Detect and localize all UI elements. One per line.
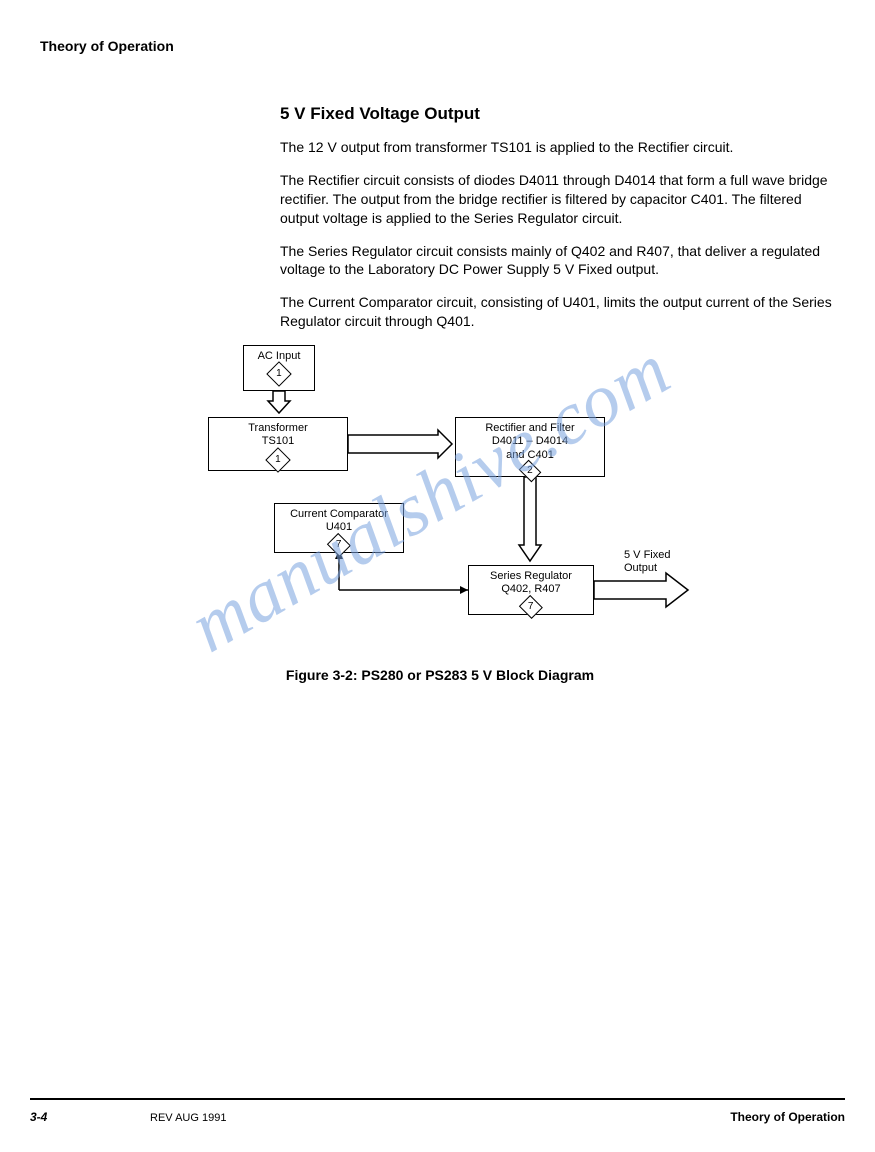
page-number: 3-4: [30, 1110, 110, 1124]
paragraph-2: The Rectifier circuit consists of diodes…: [280, 171, 840, 228]
block-ac: AC Input1: [243, 345, 315, 391]
sub-heading: 5 V Fixed Voltage Output: [280, 104, 840, 124]
output-label: 5 V FixedOutput: [624, 549, 670, 575]
diamond-icon: 7: [327, 532, 351, 556]
block-diagram: AC Input1 TransformerTS1011 Rectifier and …: [190, 345, 830, 645]
diamond-icon: 1: [265, 447, 290, 472]
section-header: Theory of Operation: [40, 38, 835, 54]
figure-caption: Figure 3-2: PS280 or PS283 5 V Block Dia…: [190, 667, 690, 683]
block-sreg: Series RegulatorQ402, R4077: [468, 565, 594, 615]
page-footer: 3-4 REV AUG 1991 Theory of Operation: [30, 1110, 845, 1124]
diamond-icon: 1: [266, 362, 291, 387]
footer-rule: [30, 1098, 845, 1100]
content-column: 5 V Fixed Voltage Output The 12 V output…: [280, 104, 840, 331]
block-xfmr: TransformerTS1011: [208, 417, 348, 471]
block-comp: Current ComparatorU4017: [274, 503, 404, 553]
footer-section: Theory of Operation: [730, 1110, 845, 1124]
diamond-icon: 7: [519, 594, 543, 618]
paragraph-3: The Series Regulator circuit consists ma…: [280, 242, 840, 280]
revision-date: REV AUG 1991: [150, 1112, 226, 1124]
block-rect: Rectifier and FilterD4011 – D4014and C40…: [455, 417, 605, 477]
paragraph-1: The 12 V output from transformer TS101 i…: [280, 138, 840, 157]
paragraph-4: The Current Comparator circuit, consisti…: [280, 293, 840, 331]
